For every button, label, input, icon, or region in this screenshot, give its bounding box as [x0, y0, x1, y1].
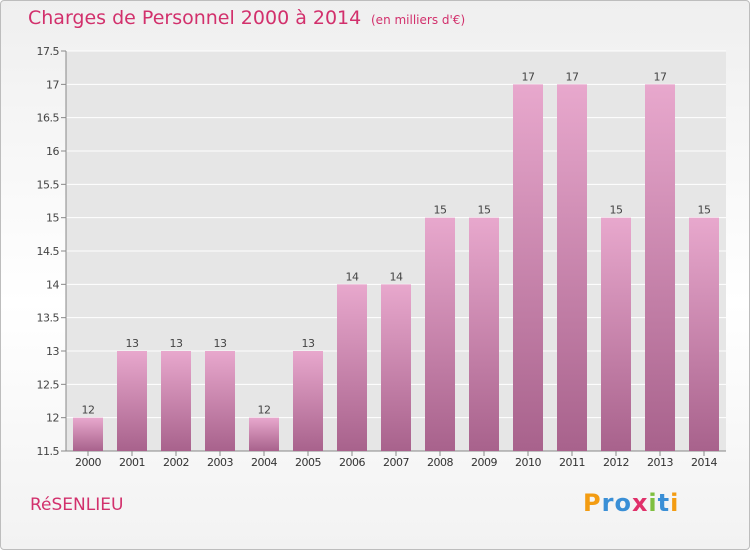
y-tick-label: 12.5 [37, 378, 60, 391]
x-tick-label: 2003 [207, 456, 233, 469]
data-label: 17 [654, 70, 667, 83]
bar [381, 284, 411, 451]
data-label: 14 [346, 270, 359, 283]
logo-letter: r [601, 489, 615, 517]
data-label: 15 [698, 204, 711, 217]
y-tick-label: 15 [46, 212, 59, 225]
bar [645, 84, 675, 451]
bar [249, 417, 279, 451]
data-label: 12 [82, 404, 95, 417]
x-tick-label: 2000 [75, 456, 101, 469]
logo-letter: i [670, 489, 680, 517]
bar-chart: 11.5 12 12.5 13 13.5 14 14.5 15 15.5 16 16.5 17 17.5… [37, 45, 726, 469]
logo-letter: P [583, 489, 602, 517]
data-label: 13 [126, 337, 139, 350]
logo-letter: t [657, 489, 671, 517]
y-tick-label: 14.5 [37, 245, 60, 258]
bar [205, 351, 235, 451]
logo-letter: x [631, 489, 649, 517]
data-label: 15 [434, 204, 447, 217]
y-tick-label: 17 [46, 78, 59, 91]
bar [425, 217, 455, 451]
x-tick-label: 2005 [295, 456, 321, 469]
y-tick-label: 16.5 [37, 112, 60, 125]
y-tick-label: 16 [46, 145, 59, 158]
logo-letter: i [648, 489, 658, 517]
x-tick-label: 2001 [119, 456, 145, 469]
proxiti-logo: Proxiti [583, 489, 679, 517]
bar [601, 217, 631, 451]
x-tick-label: 2007 [383, 456, 409, 469]
x-tick-label: 2013 [647, 456, 673, 469]
data-label: 14 [390, 270, 403, 283]
y-tick-label: 14 [46, 278, 59, 291]
chart-subtitle: (en milliers d'€) [371, 13, 466, 27]
x-tick-label: 2008 [427, 456, 453, 469]
data-label: 17 [566, 70, 579, 83]
bar [73, 417, 103, 451]
data-label: 13 [302, 337, 315, 350]
y-tick-label: 15.5 [37, 178, 60, 191]
bar [337, 284, 367, 451]
bar [469, 217, 499, 451]
data-label: 13 [170, 337, 183, 350]
bar [161, 351, 191, 451]
bar [293, 351, 323, 451]
data-label: 13 [214, 337, 227, 350]
bar [689, 217, 719, 451]
x-tick-label: 2014 [691, 456, 717, 469]
y-tick-label: 12 [46, 412, 59, 425]
x-tick-label: 2004 [251, 456, 277, 469]
x-tick-label: 2006 [339, 456, 365, 469]
data-label: 17 [522, 70, 535, 83]
data-label: 12 [258, 404, 271, 417]
city-name: RéSENLIEU [30, 495, 124, 515]
x-tick-label: 2009 [471, 456, 497, 469]
bar [513, 84, 543, 451]
y-tick-label: 17.5 [37, 45, 60, 58]
chart-title: Charges de Personnel 2000 à 2014 [28, 7, 362, 29]
x-tick-label: 2012 [603, 456, 629, 469]
logo-letter: o [614, 489, 632, 517]
x-tick-label: 2011 [559, 456, 585, 469]
data-label: 15 [478, 204, 491, 217]
bar [557, 84, 587, 451]
x-tick-label: 2010 [515, 456, 541, 469]
data-label: 15 [610, 204, 623, 217]
y-tick-label: 11.5 [37, 445, 60, 458]
bar [117, 351, 147, 451]
y-tick-label: 13.5 [37, 312, 60, 325]
x-tick-label: 2002 [163, 456, 189, 469]
y-tick-label: 13 [46, 345, 59, 358]
